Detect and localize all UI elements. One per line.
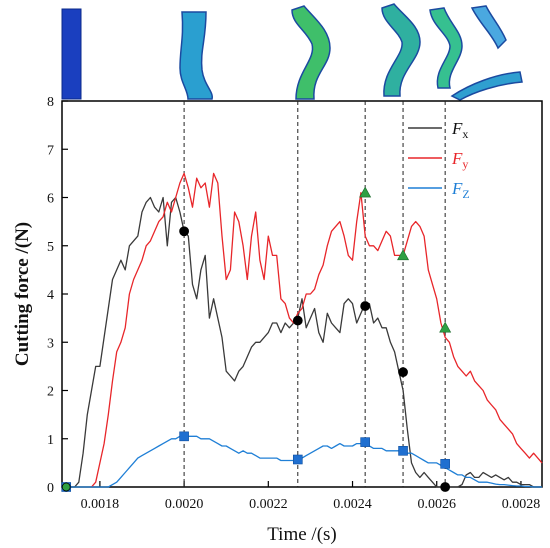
marker-fy <box>397 249 410 261</box>
marker-fx <box>360 301 371 311</box>
marker-fx <box>292 315 303 326</box>
marker-fy <box>359 186 372 198</box>
x-tick-label: 0.0028 <box>502 497 541 512</box>
snapshot-5 <box>429 7 463 89</box>
marker-fx <box>179 226 190 237</box>
x-tick-label: 0.0024 <box>333 497 372 512</box>
y-tick-label: 5 <box>47 240 54 255</box>
x-tick-label: 0.0020 <box>165 497 204 512</box>
y-tick-label: 3 <box>47 336 54 351</box>
y-axis-title: Cutting force /(N) <box>12 222 33 366</box>
marker-fx <box>440 482 451 492</box>
x-tick-label: 0.0022 <box>249 497 288 512</box>
y-tick-label: 8 <box>47 95 54 110</box>
series-line-fy <box>91 172 543 488</box>
marker-start <box>61 482 71 492</box>
plot-area: 0 1 2 3 4 5 6 7 8 0.0018 0.0020 0.0022 0.0024 0.0026 0… <box>12 95 543 545</box>
marker-fy <box>439 321 452 333</box>
y-tick-label: 6 <box>47 192 54 207</box>
snapshot-7 <box>450 71 523 101</box>
y-tick-label: 1 <box>47 433 54 448</box>
simulation-snapshots <box>61 3 523 101</box>
series-line-fx <box>66 196 542 488</box>
legend-label-fx: Fx <box>451 119 468 141</box>
y-tick-label: 4 <box>47 288 54 303</box>
x-tick-label: 0.0018 <box>81 497 120 512</box>
marker-fz <box>398 446 408 456</box>
snapshot-1 <box>61 8 82 100</box>
y-tick-label: 2 <box>47 385 54 400</box>
marker-fx <box>398 367 408 378</box>
legend-label-fy: Fy <box>451 149 468 171</box>
marker-fz <box>292 454 303 465</box>
y-tick-label: 0 <box>47 481 54 496</box>
legend: Fx Fy FZ <box>408 119 470 201</box>
y-tick-label: 7 <box>47 143 54 158</box>
axes-frame <box>61 100 543 488</box>
marker-fz <box>179 431 189 442</box>
marker-fz <box>440 459 450 469</box>
snapshot-2 <box>179 11 213 100</box>
x-tick-label: 0.0026 <box>417 497 456 512</box>
snapshot-3 <box>291 5 331 100</box>
snapshot-4 <box>381 3 421 97</box>
x-axis-title: Time /(s) <box>267 524 337 545</box>
marker-fz <box>360 437 370 447</box>
snapshot-6 <box>470 5 507 50</box>
legend-label-fz: FZ <box>451 179 470 201</box>
